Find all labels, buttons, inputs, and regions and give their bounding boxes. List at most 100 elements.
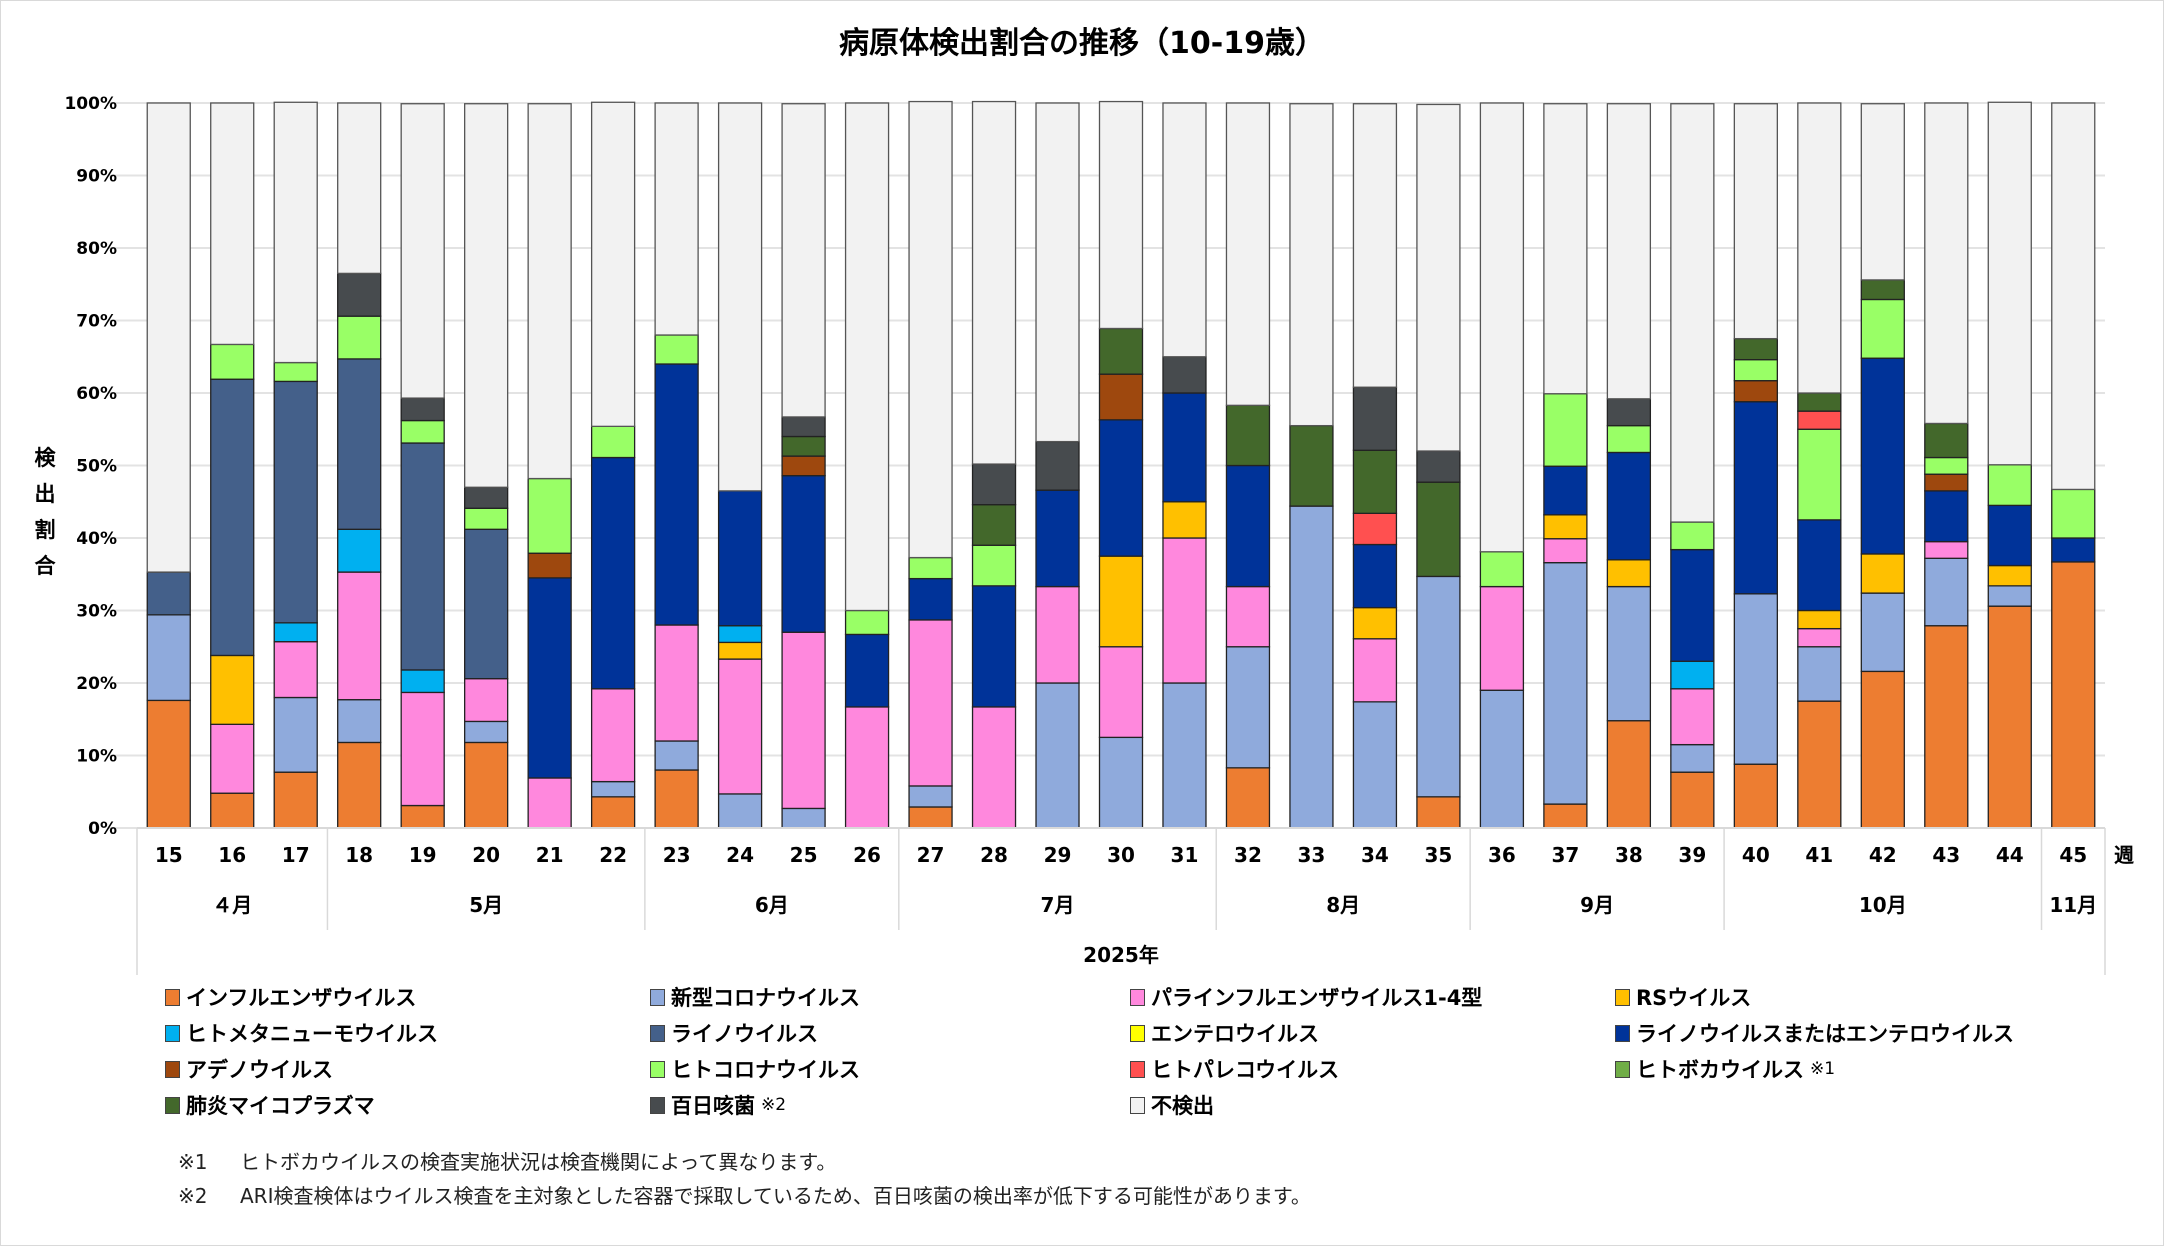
bar-segment bbox=[210, 792, 255, 829]
bar-segment bbox=[908, 100, 953, 559]
bar-week-29 bbox=[1035, 102, 1080, 829]
bar-segment bbox=[1479, 102, 1525, 553]
bar-segment bbox=[717, 658, 763, 795]
bar-segment bbox=[1352, 606, 1398, 640]
bar-segment bbox=[1098, 419, 1144, 557]
bar-segment bbox=[1860, 298, 1905, 359]
bar-segment bbox=[1797, 627, 1842, 648]
bar-week-36 bbox=[1479, 102, 1525, 829]
bar-segment bbox=[337, 358, 382, 530]
bar-segment bbox=[273, 696, 318, 773]
legend-item: RSウイルス bbox=[1615, 982, 1751, 1012]
bar-segment bbox=[337, 315, 382, 360]
legend-label: ヒトボカウイルス bbox=[1636, 1058, 1804, 1082]
bar-segment bbox=[2051, 561, 2096, 829]
bar-segment bbox=[1543, 103, 1588, 395]
legend-label: 不検出 bbox=[1151, 1094, 1214, 1118]
bar-segment bbox=[527, 103, 572, 480]
bar-segment bbox=[590, 780, 636, 798]
bar-segment bbox=[1924, 456, 1969, 475]
footnote-text: ヒトボカウイルスの検査実施状況は検査機関によって異なります。 bbox=[240, 1150, 837, 1174]
bar-segment bbox=[1987, 504, 2032, 567]
bar-segment bbox=[210, 343, 255, 380]
bar-segment bbox=[717, 641, 763, 660]
bar-segment bbox=[1670, 103, 1715, 523]
legend-label: エンテロウイルス bbox=[1151, 1022, 1319, 1046]
legend-label: ヒトメタニューモウイルス bbox=[186, 1022, 438, 1046]
bar-segment bbox=[1162, 356, 1207, 394]
bar-segment bbox=[1797, 102, 1842, 394]
bar-segment bbox=[1162, 102, 1207, 358]
bar-segment bbox=[210, 102, 255, 346]
bar-segment bbox=[971, 463, 1017, 506]
legend-label: 百日咳菌 bbox=[671, 1094, 755, 1118]
bar-week-30 bbox=[1098, 100, 1144, 829]
x-tick-label: 33 bbox=[1298, 843, 1326, 867]
bar-segment bbox=[1924, 422, 1969, 459]
bar-segment bbox=[1098, 555, 1144, 648]
bar-segment bbox=[1606, 720, 1652, 829]
bar-segment bbox=[908, 785, 953, 808]
bar-segment bbox=[1924, 625, 1969, 829]
bar-segment bbox=[1162, 537, 1207, 684]
bar-segment bbox=[908, 806, 953, 829]
bar-segment bbox=[464, 486, 509, 509]
x-tick-label: 45 bbox=[2059, 843, 2087, 867]
footnote: ※1 ヒトボカウイルスの検査実施状況は検査機関によって異なります。 bbox=[178, 1146, 1311, 1180]
legend-label: 新型コロナウイルス bbox=[671, 986, 860, 1010]
bar-segment bbox=[1035, 682, 1080, 829]
legend-footnote-mark: ※2 bbox=[761, 1095, 787, 1115]
bar-week-18 bbox=[337, 102, 382, 829]
x-tick-label: 27 bbox=[917, 843, 945, 867]
bar-segment bbox=[527, 777, 572, 829]
bar-segment bbox=[210, 723, 255, 794]
x-tick-label: 39 bbox=[1678, 843, 1706, 867]
bar-week-45 bbox=[2051, 102, 2096, 829]
legend-swatch bbox=[1615, 1060, 1630, 1078]
legend-swatch bbox=[650, 988, 665, 1006]
legend-footnote-mark: ※1 bbox=[1810, 1059, 1836, 1079]
bar-segment bbox=[337, 272, 382, 317]
month-label: 8月 bbox=[1326, 893, 1360, 917]
bar-segment bbox=[1225, 585, 1271, 648]
bar-segment bbox=[1098, 327, 1144, 375]
bar-segment bbox=[273, 622, 318, 643]
bar-segment bbox=[1670, 771, 1715, 829]
bar-week-32 bbox=[1225, 102, 1271, 829]
y-tick-label: 0% bbox=[88, 819, 117, 839]
x-tick-label: 35 bbox=[1424, 843, 1452, 867]
legend-swatch bbox=[1615, 1024, 1630, 1042]
footnotes: ※1 ヒトボカウイルスの検査実施状況は検査機関によって異なります。 ※2 ARI検査検… bbox=[178, 1146, 1311, 1214]
bar-segment bbox=[1035, 102, 1080, 443]
y-axis-ticks: 0% 10% 20% 30% 40% 50% 60% 70% 80% 90% 100% bbox=[64, 94, 117, 839]
bar-segment bbox=[781, 631, 826, 810]
bar-segment bbox=[210, 654, 255, 725]
bar-segment bbox=[1860, 592, 1905, 673]
bar-segment bbox=[400, 804, 445, 829]
bar-segment bbox=[1670, 521, 1715, 551]
y-tick-label: 30% bbox=[76, 602, 117, 622]
legend-label: 肺炎マイコプラズマ bbox=[186, 1094, 375, 1118]
x-tick-label: 40 bbox=[1742, 843, 1770, 867]
bar-week-38 bbox=[1606, 103, 1652, 829]
x-tick-label: 17 bbox=[282, 843, 310, 867]
footnote-mark: ※1 bbox=[178, 1150, 208, 1174]
bar-segment bbox=[654, 740, 699, 771]
bar-segment bbox=[1924, 473, 1969, 492]
legend-item: エンテロウイルス bbox=[1130, 1018, 1319, 1048]
bar-segment bbox=[1225, 102, 1271, 406]
bar-segment bbox=[1606, 559, 1652, 588]
bar-segment bbox=[273, 771, 318, 829]
month-label: 6月 bbox=[755, 893, 789, 917]
bar-segment bbox=[1543, 514, 1588, 540]
legend-swatch bbox=[1130, 1060, 1145, 1078]
legend-swatch bbox=[165, 1096, 180, 1114]
month-label: 11月 bbox=[2049, 893, 2097, 917]
bar-segment bbox=[1797, 392, 1842, 412]
bar-segment bbox=[781, 435, 826, 457]
y-tick-label: 40% bbox=[76, 529, 117, 549]
bar-segment bbox=[1606, 585, 1652, 722]
bar-segment bbox=[1416, 450, 1461, 483]
bar-segment bbox=[717, 490, 763, 627]
bar-segment bbox=[337, 102, 382, 275]
